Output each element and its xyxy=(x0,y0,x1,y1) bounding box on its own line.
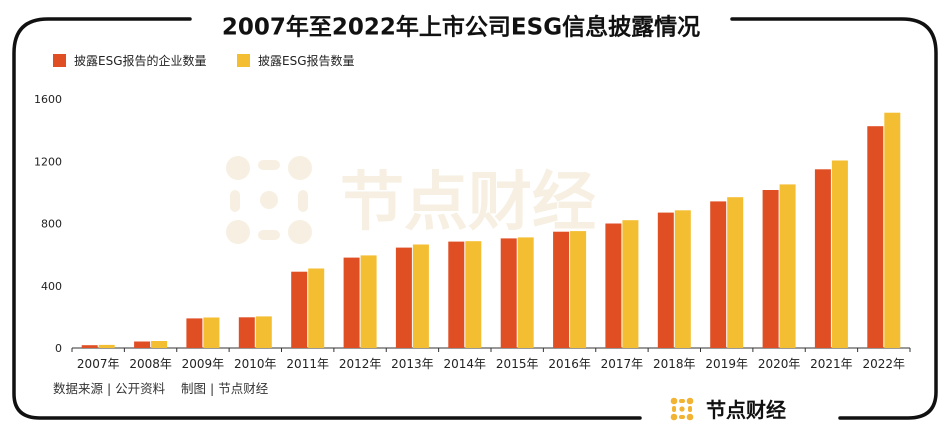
frame-border xyxy=(12,17,938,420)
x-axis-ticks: 2007年 2008年 2009年 2010年 2011年 2012年 2013年 2014年… xyxy=(71,348,911,371)
bar-series-2-2008年 xyxy=(151,341,168,348)
bar-series-1-2012年 xyxy=(343,257,360,348)
y-tick-label: 0 xyxy=(55,342,62,355)
bar-series-2-2007年 xyxy=(98,344,115,348)
bar-series-1-2017年 xyxy=(605,223,622,348)
bar-series-2-2017年 xyxy=(622,220,639,348)
x-tick-label: 2020年 xyxy=(758,357,801,371)
watermark-logo-icon xyxy=(226,156,312,244)
bars xyxy=(81,112,901,348)
watermark: 节点财经 xyxy=(226,156,596,244)
bar-series-1-2011年 xyxy=(291,271,308,348)
bar-series-1-2013年 xyxy=(395,247,412,348)
y-tick-label: 400 xyxy=(41,280,62,293)
bar-series-2-2011年 xyxy=(308,268,325,348)
bar-series-1-2015年 xyxy=(500,238,517,348)
y-axis-ticks: 0 400 800 1200 1600 xyxy=(34,93,62,355)
y-tick-label: 1600 xyxy=(34,93,62,106)
y-tick-label: 1200 xyxy=(34,155,62,168)
x-tick-label: 2014年 xyxy=(444,357,487,371)
bar-series-2-2019年 xyxy=(727,197,744,348)
brand-logo: 节点财经 xyxy=(670,397,786,422)
legend-swatch-series-1 xyxy=(53,54,66,67)
legend-label-series-2: 披露ESG报告数量 xyxy=(258,53,355,68)
bar-series-2-2022年 xyxy=(884,112,901,348)
bar-series-2-2020年 xyxy=(779,184,796,348)
legend-label-series-1: 披露ESG报告的企业数量 xyxy=(74,53,207,68)
x-tick-label: 2015年 xyxy=(496,357,539,371)
x-tick-label: 2013年 xyxy=(391,357,434,371)
x-tick-label: 2009年 xyxy=(182,357,225,371)
bar-series-1-2008年 xyxy=(134,341,151,348)
source-note: 数据来源 | 公开资料 制图 | 节点财经 xyxy=(53,381,269,396)
bar-series-1-2018年 xyxy=(657,212,674,348)
x-tick-label: 2019年 xyxy=(705,357,748,371)
bar-series-1-2019年 xyxy=(710,201,727,348)
y-tick-label: 800 xyxy=(41,218,62,231)
bar-series-1-2014年 xyxy=(448,241,465,348)
bar-series-2-2010年 xyxy=(255,316,272,348)
bar-series-1-2016年 xyxy=(553,231,570,348)
watermark-text: 节点财经 xyxy=(340,166,596,240)
x-tick-label: 2022年 xyxy=(863,357,906,371)
brand-logo-text: 节点财经 xyxy=(706,398,786,422)
bar-series-2-2016年 xyxy=(570,231,587,348)
x-tick-label: 2012年 xyxy=(339,357,382,371)
bar-series-2-2009年 xyxy=(203,317,220,348)
legend: 披露ESG报告的企业数量 披露ESG报告数量 xyxy=(53,53,355,68)
bar-series-1-2010年 xyxy=(238,317,255,348)
legend-swatch-series-2 xyxy=(237,54,250,67)
x-tick-label: 2016年 xyxy=(548,357,591,371)
chart-title: 2007年至2022年上市公司ESG信息披露情况 xyxy=(222,14,700,41)
bar-series-1-2007年 xyxy=(81,345,98,348)
bar-series-1-2009年 xyxy=(186,318,203,348)
bar-series-2-2018年 xyxy=(674,210,691,348)
bar-series-2-2012年 xyxy=(360,255,377,348)
x-tick-label: 2008年 xyxy=(129,357,172,371)
bar-series-2-2021年 xyxy=(831,160,848,348)
bar-series-2-2014年 xyxy=(465,241,482,348)
x-tick-label: 2017年 xyxy=(601,357,644,371)
x-tick-label: 2018年 xyxy=(653,357,696,371)
bar-series-1-2022年 xyxy=(867,126,884,348)
bar-series-2-2015年 xyxy=(517,237,534,348)
bar-series-2-2013年 xyxy=(412,244,429,348)
x-tick-label: 2021年 xyxy=(810,357,853,371)
x-tick-label: 2011年 xyxy=(286,357,329,371)
x-tick-label: 2010年 xyxy=(234,357,277,371)
bar-series-1-2020年 xyxy=(762,190,779,348)
x-tick-label: 2007年 xyxy=(77,357,120,371)
bar-series-1-2021年 xyxy=(814,169,831,348)
brand-logo-icon xyxy=(670,397,694,421)
